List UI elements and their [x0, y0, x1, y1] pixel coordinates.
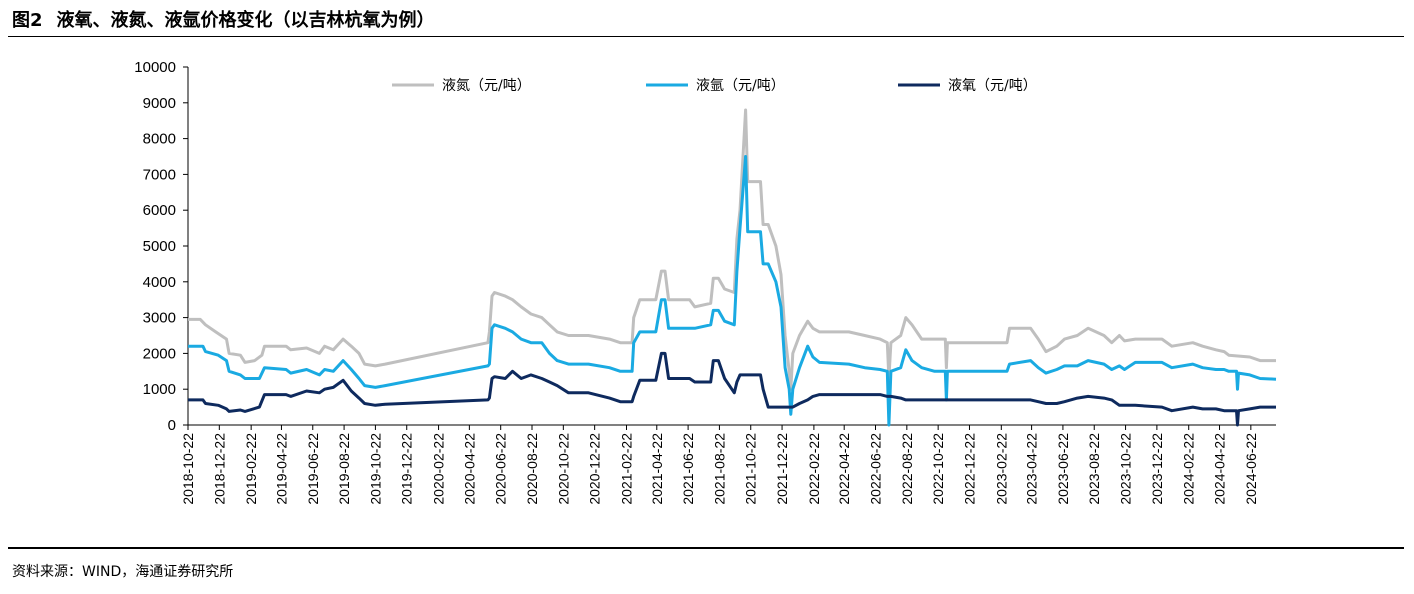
- legend-label-0: 液氮（元/吨）: [442, 78, 531, 94]
- x-tick-label: 2023-06-22: [1055, 433, 1071, 505]
- x-tick-label: 2020-04-22: [461, 433, 477, 505]
- x-tick-label: 2019-04-22: [273, 433, 289, 505]
- x-tick-label: 2021-10-22: [743, 433, 759, 505]
- x-tick-label: 2019-12-22: [399, 433, 415, 505]
- series-line-1: [188, 155, 1277, 427]
- x-tick-label: 2023-08-22: [1086, 433, 1102, 505]
- series-line-2: [188, 351, 1276, 427]
- x-tick-label: 2020-10-22: [555, 433, 571, 505]
- x-tick-label: 2023-10-22: [1118, 433, 1134, 505]
- x-tick-label: 2024-06-22: [1243, 433, 1259, 505]
- x-tick-label: 2022-02-22: [806, 433, 822, 505]
- y-tick-label: 9000: [143, 95, 176, 112]
- x-tick-label: 2022-04-22: [836, 433, 852, 505]
- x-tick-label: 2019-08-22: [336, 433, 352, 505]
- x-tick-label: 2021-06-22: [680, 433, 696, 505]
- figure-number: 图2: [12, 10, 43, 31]
- y-tick-label: 8000: [143, 131, 176, 148]
- figure-title: 图2 液氧、液氮、液氩价格变化（以吉林杭氧为例）: [12, 6, 435, 32]
- y-tick-label: 1000: [143, 381, 176, 398]
- y-tick-label: 4000: [143, 274, 176, 291]
- x-tick-label: 2024-02-22: [1181, 433, 1197, 505]
- x-tick-label: 2021-04-22: [649, 433, 665, 505]
- x-tick-label: 2024-04-22: [1212, 433, 1228, 505]
- x-tick-label: 2019-06-22: [305, 433, 321, 505]
- legend-label-1: 液氩（元/吨）: [696, 78, 785, 94]
- y-tick-label: 10000: [134, 59, 176, 76]
- x-tick-label: 2022-06-22: [868, 433, 884, 505]
- x-tick-label: 2021-12-22: [774, 433, 790, 505]
- y-tick-label: 6000: [143, 202, 176, 219]
- legend-label-2: 液氧（元/吨）: [948, 78, 1037, 94]
- x-tick-label: 2022-10-22: [930, 433, 946, 505]
- x-tick-label: 2023-12-22: [1149, 433, 1165, 505]
- x-tick-label: 2023-04-22: [1024, 433, 1040, 505]
- source-note: 资料来源：WIND，海通证券研究所: [12, 564, 234, 580]
- x-tick-label: 2020-06-22: [493, 433, 509, 505]
- x-tick-label: 2020-12-22: [587, 433, 603, 505]
- x-tick-label: 2018-12-22: [211, 433, 227, 505]
- y-tick-label: 5000: [143, 238, 176, 255]
- x-tick-label: 2018-10-22: [180, 433, 196, 505]
- x-tick-label: 2023-02-22: [993, 433, 1009, 505]
- figure-title-text: 液氧、液氮、液氩价格变化（以吉林杭氧为例）: [56, 10, 435, 31]
- y-tick-label: 0: [168, 417, 176, 434]
- x-tick-label: 2022-12-22: [961, 433, 977, 505]
- x-tick-label: 2019-10-22: [367, 433, 383, 505]
- x-tick-label: 2020-08-22: [524, 433, 540, 505]
- x-tick-label: 2021-08-22: [711, 433, 727, 505]
- y-tick-label: 7000: [143, 166, 176, 183]
- x-tick-label: 2020-02-22: [431, 433, 447, 505]
- y-tick-label: 2000: [143, 345, 176, 362]
- x-tick-label: 2021-02-22: [618, 433, 634, 505]
- series-line-0: [188, 108, 1276, 391]
- source-divider: [8, 547, 1404, 549]
- title-divider: [8, 36, 1404, 37]
- x-tick-label: 2019-02-22: [243, 433, 259, 505]
- x-tick-label: 2022-08-22: [899, 433, 915, 505]
- y-tick-label: 3000: [143, 310, 176, 327]
